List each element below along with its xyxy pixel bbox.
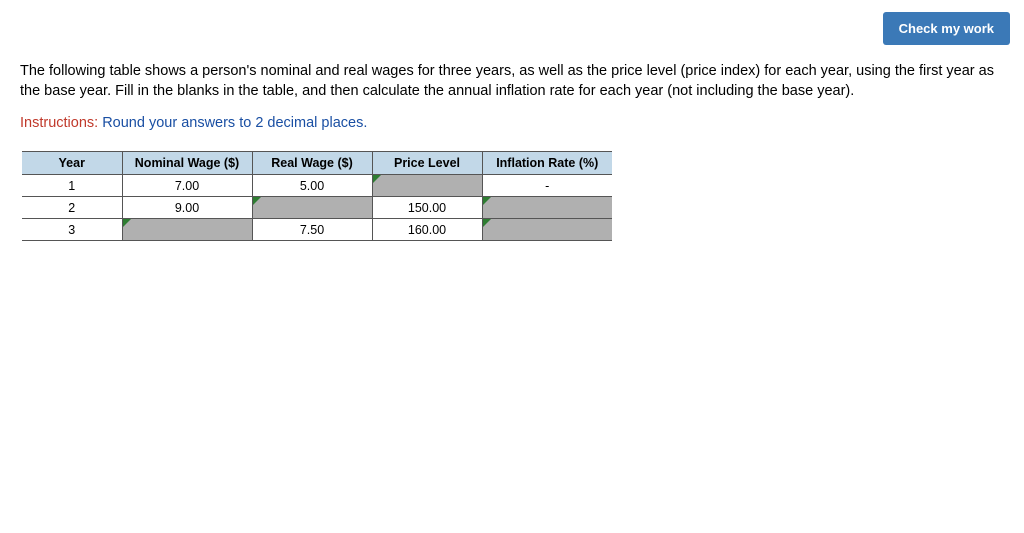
instructions-label: Instructions: xyxy=(20,115,98,131)
table-header-row: Year Nominal Wage ($) Real Wage ($) Pric… xyxy=(22,152,612,175)
question-prompt: The following table shows a person's nom… xyxy=(20,62,1004,101)
col-header-nominal: Nominal Wage ($) xyxy=(122,152,252,175)
table-row: 3 7.50 160.00 xyxy=(22,219,612,241)
cell-price-level-input[interactable] xyxy=(372,175,482,197)
cell-price-level: 150.00 xyxy=(372,197,482,219)
cell-year: 2 xyxy=(22,197,122,219)
cell-year: 3 xyxy=(22,219,122,241)
cell-price-level: 160.00 xyxy=(372,219,482,241)
cell-year: 1 xyxy=(22,175,122,197)
cell-nominal: 7.00 xyxy=(122,175,252,197)
cell-inflation: - xyxy=(482,175,612,197)
cell-real-input[interactable] xyxy=(252,197,372,219)
col-header-real: Real Wage ($) xyxy=(252,152,372,175)
cell-inflation-input[interactable] xyxy=(482,219,612,241)
col-header-price-level: Price Level xyxy=(372,152,482,175)
instructions-line: Instructions: Round your answers to 2 de… xyxy=(20,115,1004,131)
table-row: 2 9.00 150.00 xyxy=(22,197,612,219)
wages-table: Year Nominal Wage ($) Real Wage ($) Pric… xyxy=(22,151,612,241)
cell-nominal-input[interactable] xyxy=(122,219,252,241)
cell-real: 7.50 xyxy=(252,219,372,241)
content-area: The following table shows a person's nom… xyxy=(0,0,1024,241)
table-row: 1 7.00 5.00 - xyxy=(22,175,612,197)
col-header-year: Year xyxy=(22,152,122,175)
cell-inflation-input[interactable] xyxy=(482,197,612,219)
check-my-work-button[interactable]: Check my work xyxy=(883,12,1010,45)
cell-nominal: 9.00 xyxy=(122,197,252,219)
cell-real: 5.00 xyxy=(252,175,372,197)
col-header-inflation: Inflation Rate (%) xyxy=(482,152,612,175)
instructions-text: Round your answers to 2 decimal places. xyxy=(98,115,367,131)
